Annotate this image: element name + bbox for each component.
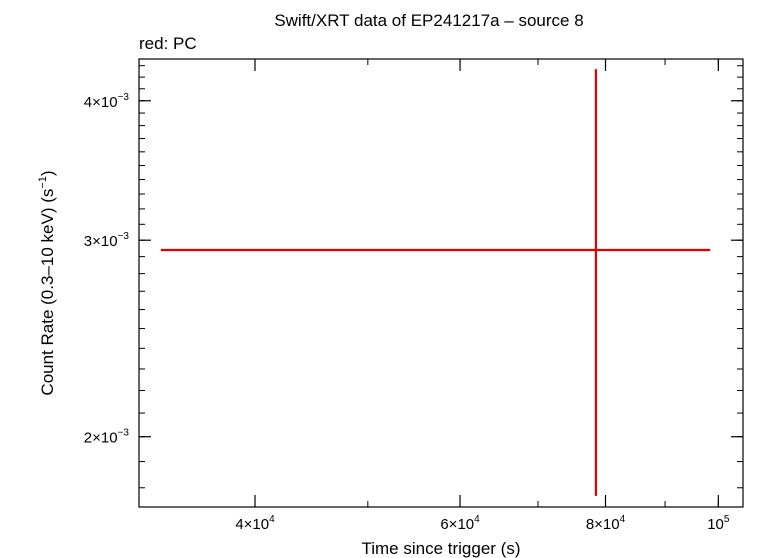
y-tick-labels: 2×10−3 3×10−3 4×10−3 [84,92,130,447]
data-layer [160,69,711,496]
x-tick-labels: 4×104 6×104 8×104 105 [235,514,730,533]
chart-subtitle: red: PC [139,34,197,53]
plot-frame [138,58,744,508]
y-tick-label: 4×10−3 [84,92,130,111]
y-tick-label: 2×10−3 [84,428,130,447]
y-axis-label-main: Count Rate (0.3–10 keV) (s [38,189,57,396]
y-tick-label: 3×10−3 [84,231,130,250]
y-axis-label-tail: ) [38,170,57,176]
y-axis-label: Count Rate (0.3–10 keV) (s−1) [37,170,57,395]
x-tick-label: 4×104 [235,514,275,533]
x-axis-label: Time since trigger (s) [361,539,520,558]
x-tick-label: 8×104 [586,514,626,533]
x-tick-label: 105 [707,514,730,533]
y-axis-label-sup: −1 [37,176,49,189]
x-tick-label: 6×104 [440,514,480,533]
minor-ticks [139,59,743,507]
major-ticks [139,59,743,507]
chart-title: Swift/XRT data of EP241217a – source 8 [274,11,583,30]
